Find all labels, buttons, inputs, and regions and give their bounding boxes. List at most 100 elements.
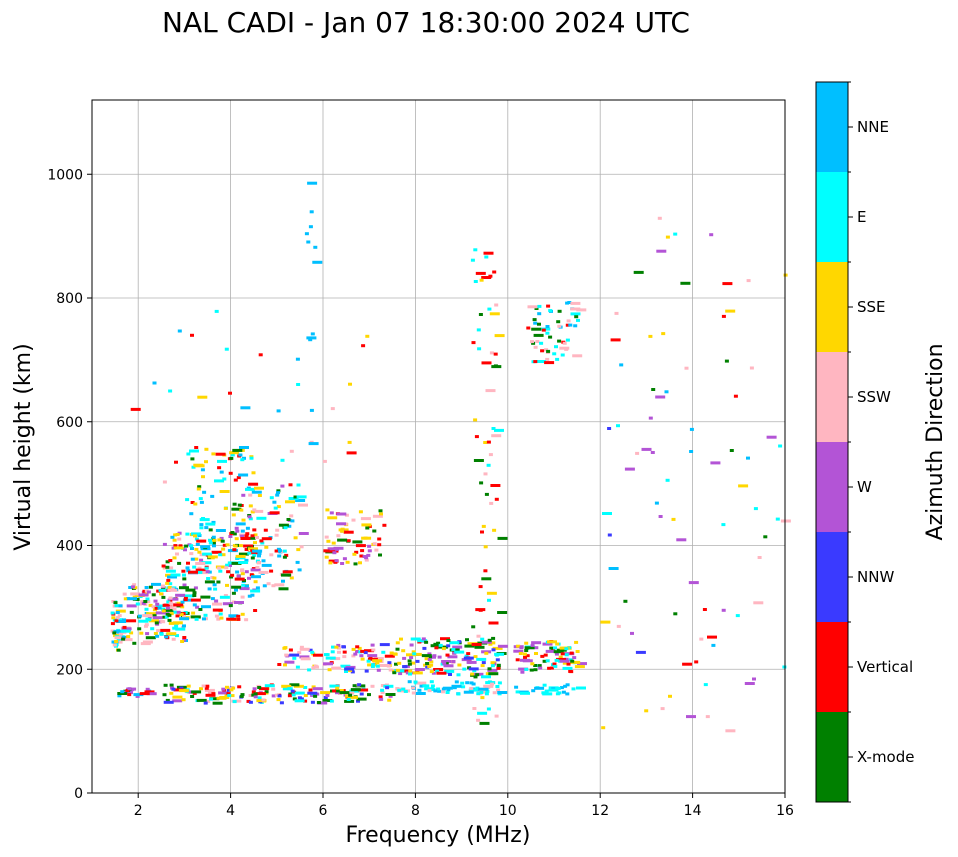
echo-point (303, 694, 308, 697)
echo-point (289, 514, 294, 518)
echo-point (308, 688, 313, 692)
echo-point (258, 353, 263, 357)
echo-point (220, 539, 225, 543)
echo-point (355, 645, 360, 649)
echo-point (542, 683, 547, 687)
echo-point (336, 646, 341, 650)
colorbar-tick-label: X-mode (857, 748, 914, 766)
echo-point (641, 447, 652, 451)
echo-point (601, 726, 606, 730)
echo-point (199, 558, 204, 562)
echo-point (534, 652, 538, 655)
echo-point (174, 624, 179, 628)
echo-point (175, 614, 180, 618)
echo-point (313, 694, 318, 698)
echo-point (206, 699, 211, 703)
echo-point (520, 670, 525, 674)
echo-point (110, 629, 115, 633)
echo-point (173, 546, 184, 550)
echo-point (324, 555, 329, 559)
echo-point (257, 686, 262, 689)
echo-point (417, 688, 422, 692)
echo-point (352, 540, 363, 544)
echo-point (497, 536, 508, 540)
echo-point (363, 651, 368, 655)
echo-point (564, 657, 569, 661)
echo-point (218, 553, 223, 557)
echo-point (562, 666, 573, 670)
echo-point (148, 619, 159, 623)
echo-point (228, 604, 233, 608)
echo-point (574, 665, 585, 669)
echo-point (545, 357, 550, 361)
echo-point (257, 696, 262, 700)
echo-point (190, 532, 201, 536)
echo-point (271, 584, 276, 588)
echo-point (668, 694, 672, 698)
echo-point (782, 665, 787, 669)
echo-point (370, 643, 375, 647)
echo-point (315, 665, 319, 669)
echo-point (722, 282, 733, 286)
echo-point (665, 235, 670, 239)
echo-point (359, 554, 364, 558)
echo-point (343, 530, 354, 534)
echo-point (334, 645, 339, 649)
echo-point (694, 660, 699, 664)
echo-point (496, 663, 501, 667)
echo-point (570, 301, 581, 305)
echo-point (257, 552, 262, 555)
echo-point (684, 366, 689, 370)
echo-point (145, 617, 150, 621)
echo-point (370, 684, 375, 688)
echo-point (541, 328, 546, 332)
echo-point (480, 664, 485, 668)
echo-point (424, 657, 429, 661)
echo-point (427, 689, 432, 693)
echo-point (308, 442, 319, 446)
echo-point (165, 606, 170, 610)
echo-point (602, 512, 612, 515)
echo-point (480, 637, 485, 641)
echo-point (569, 651, 574, 655)
echo-point (566, 319, 571, 323)
echo-point (416, 681, 427, 685)
echo-point (181, 698, 186, 702)
echo-point (422, 684, 427, 688)
colorbar-tick-label: NNE (857, 118, 889, 136)
echo-point (417, 639, 428, 643)
echo-point (540, 349, 545, 353)
echo-point (162, 615, 167, 619)
echo-point (180, 605, 185, 609)
echo-point (547, 640, 557, 644)
echo-point (222, 602, 233, 606)
echo-point (190, 501, 195, 504)
echo-point (239, 508, 244, 512)
echo-point (361, 523, 372, 527)
echo-point (565, 301, 570, 305)
echo-point (140, 642, 151, 646)
echo-point (230, 531, 235, 534)
echo-point (192, 594, 197, 597)
echo-point (673, 612, 678, 616)
echo-point (524, 667, 529, 671)
echo-point (433, 642, 438, 646)
echo-point (515, 658, 520, 662)
echo-point (525, 654, 530, 658)
echo-point (118, 604, 123, 608)
echo-point (135, 602, 140, 606)
echo-point (145, 597, 150, 601)
echo-point (576, 308, 587, 312)
echo-point (495, 685, 500, 688)
echo-point (185, 566, 190, 570)
echo-point (233, 478, 238, 482)
echo-point (721, 523, 726, 527)
echo-point (481, 661, 486, 665)
echo-point (558, 655, 563, 659)
echo-point (175, 552, 179, 556)
echo-point (372, 529, 377, 533)
echo-point (493, 352, 498, 356)
echo-point (278, 523, 289, 527)
echo-point (355, 650, 359, 653)
echo-point (491, 648, 496, 652)
